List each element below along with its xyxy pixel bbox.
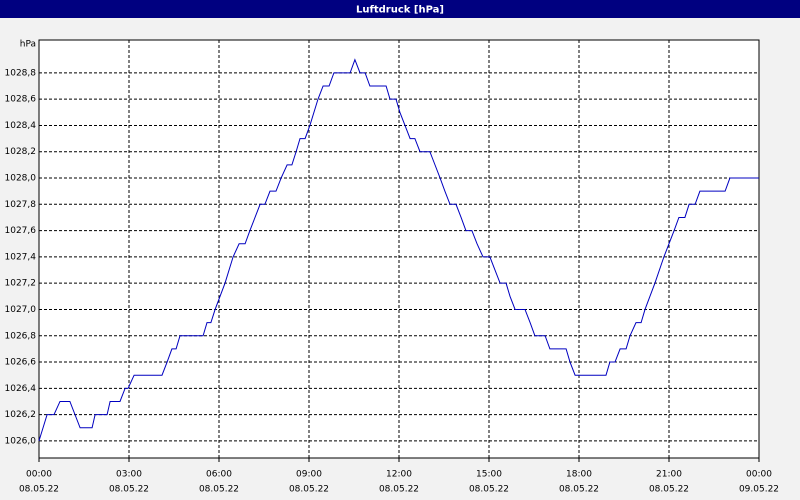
x-tick-label: 06:00 <box>206 470 232 480</box>
x-tick-date: 08.05.22 <box>109 485 149 495</box>
chart-title: Luftdruck [hPa] <box>356 5 444 16</box>
x-tick-label: 12:00 <box>386 470 412 480</box>
title-bar <box>0 0 800 18</box>
x-tick-label: 15:00 <box>476 470 502 480</box>
x-tick-label: 03:00 <box>116 470 142 480</box>
x-tick-date: 08.05.22 <box>289 485 329 495</box>
x-tick-label: 00:00 <box>746 470 772 480</box>
y-tick-label: 1026,4 <box>5 384 37 394</box>
x-tick-label: 00:00 <box>26 470 52 480</box>
x-tick-date: 08.05.22 <box>199 485 239 495</box>
y-tick-label: 1026,6 <box>5 358 37 368</box>
y-tick-label: 1027,2 <box>5 279 37 289</box>
y-tick-label: 1027,8 <box>5 200 37 210</box>
plot-border <box>38 39 760 459</box>
x-tick-date: 08.05.22 <box>469 485 509 495</box>
x-tick-date: 08.05.22 <box>649 485 689 495</box>
x-tick-date: 08.05.22 <box>379 485 419 495</box>
y-tick-label: 1027,4 <box>5 252 37 262</box>
y-tick-label: 1027,6 <box>5 226 37 236</box>
x-tick-label: 18:00 <box>566 470 592 480</box>
y-tick-label: 1026,8 <box>5 331 37 341</box>
x-tick-label: 21:00 <box>656 470 682 480</box>
x-tick-date: 08.05.22 <box>559 485 599 495</box>
y-tick-label: 1028,2 <box>5 147 37 157</box>
y-tick-label: 1028,8 <box>5 68 37 78</box>
x-tick-label: 09:00 <box>296 470 322 480</box>
y-unit-label: hPa <box>20 40 36 50</box>
y-tick-label: 1028,0 <box>5 174 37 184</box>
y-tick-label: 1026,0 <box>5 436 37 446</box>
y-tick-label: 1028,6 <box>5 95 37 105</box>
x-tick-date: 08.05.22 <box>19 485 59 495</box>
y-tick-label: 1026,2 <box>5 410 37 420</box>
y-tick-label: 1028,4 <box>5 121 37 131</box>
y-tick-label: 1027,0 <box>5 305 37 315</box>
data-line <box>38 58 759 442</box>
x-tick-date: 09.05.22 <box>739 485 779 495</box>
